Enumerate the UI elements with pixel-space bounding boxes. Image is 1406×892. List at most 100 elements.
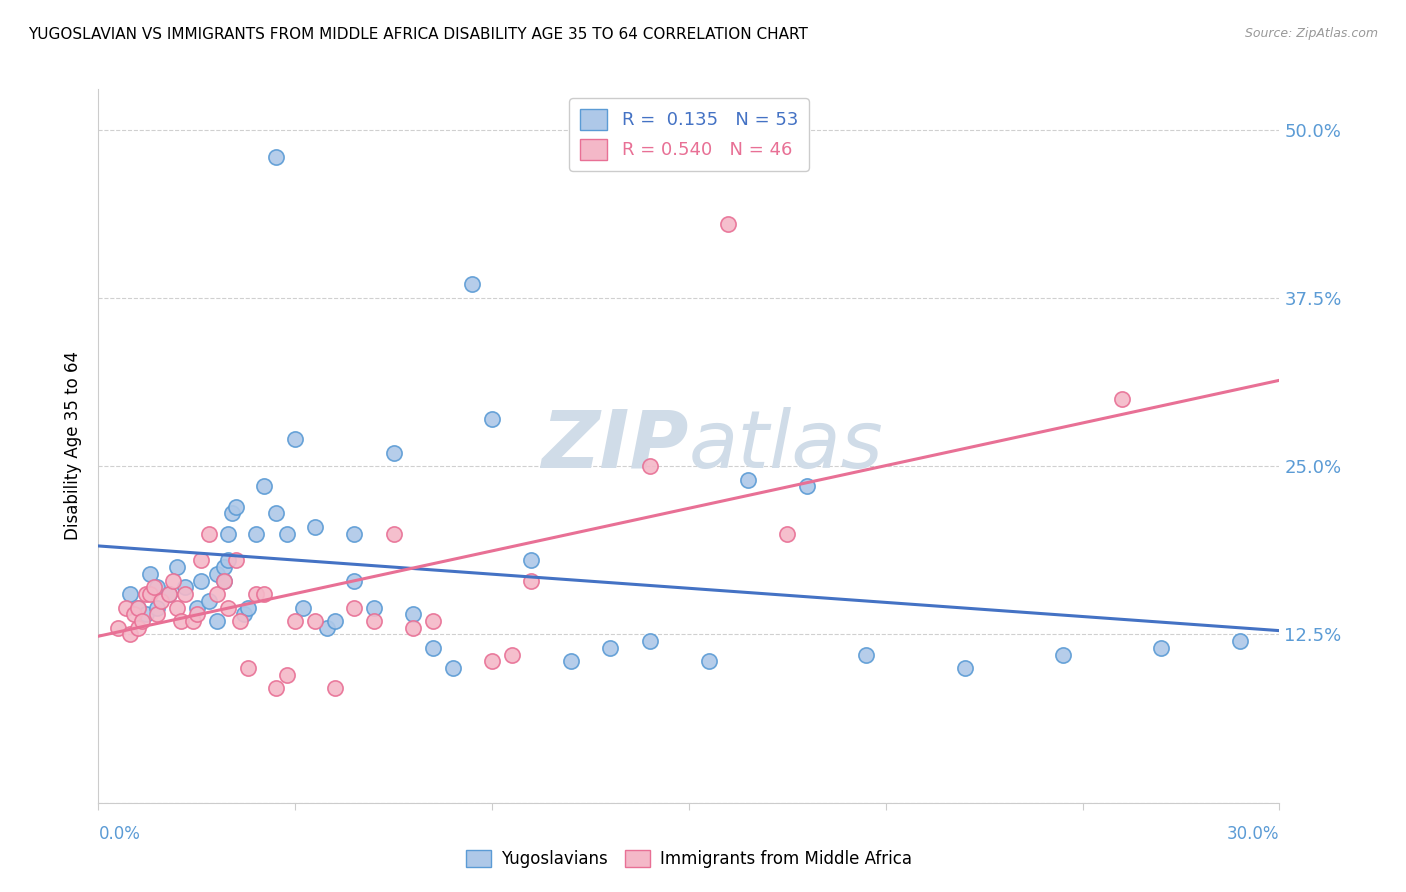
Point [245,526,267,541]
Point [245,587,267,601]
Point [481,412,503,426]
Y-axis label: Disability Age 35 to 64: Disability Age 35 to 64 [65,351,83,541]
Point [953,661,976,675]
Point [638,634,661,648]
Point [1150,640,1173,655]
Text: ZIP: ZIP [541,407,689,485]
Point [855,648,877,662]
Point [253,479,276,493]
Point [481,655,503,669]
Text: 0.0%: 0.0% [98,825,141,843]
Point [236,600,259,615]
Point [138,566,160,581]
Point [284,614,307,628]
Point [501,648,523,662]
Point [197,594,219,608]
Point [162,574,184,588]
Point [122,607,145,622]
Point [717,217,740,231]
Point [225,500,247,514]
Point [217,600,239,615]
Point [170,614,193,628]
Point [422,614,444,628]
Point [796,479,818,493]
Point [157,587,180,601]
Text: YUGOSLAVIAN VS IMMIGRANTS FROM MIDDLE AFRICA DISABILITY AGE 35 TO 64 CORRELATION: YUGOSLAVIAN VS IMMIGRANTS FROM MIDDLE AF… [28,27,808,42]
Point [276,668,298,682]
Point [560,655,582,669]
Point [142,580,165,594]
Point [127,600,149,615]
Text: Source: ZipAtlas.com: Source: ZipAtlas.com [1244,27,1378,40]
Point [343,574,366,588]
Point [205,587,228,601]
Point [304,520,326,534]
Point [214,574,236,588]
Point [174,587,197,601]
Point [146,607,169,622]
Point [264,681,287,696]
Legend: Yugoslavians, Immigrants from Middle Africa: Yugoslavians, Immigrants from Middle Afr… [460,843,918,875]
Point [599,640,621,655]
Point [382,446,405,460]
Point [190,553,212,567]
Point [205,614,228,628]
Point [461,277,484,292]
Point [382,526,405,541]
Point [146,600,169,615]
Point [276,526,298,541]
Point [146,580,169,594]
Point [402,621,425,635]
Point [363,600,385,615]
Point [520,553,543,567]
Point [343,600,366,615]
Point [233,607,256,622]
Point [174,580,197,594]
Point [166,600,188,615]
Point [115,600,138,615]
Text: 30.0%: 30.0% [1227,825,1279,843]
Point [776,526,799,541]
Point [131,614,153,628]
Point [214,560,236,574]
Point [1229,634,1251,648]
Point [197,526,219,541]
Point [217,553,239,567]
Point [1052,648,1074,662]
Point [315,621,337,635]
Point [166,560,188,574]
Point [284,432,307,446]
Point [127,600,149,615]
Point [1111,392,1133,406]
Point [135,607,157,622]
Point [229,614,252,628]
Point [221,506,243,520]
Text: atlas: atlas [689,407,884,485]
Point [157,587,180,601]
Point [737,473,759,487]
Point [135,587,157,601]
Point [441,661,464,675]
Point [638,459,661,474]
Point [304,614,326,628]
Point [150,594,173,608]
Point [697,655,720,669]
Point [217,526,239,541]
Point [225,553,247,567]
Point [186,600,208,615]
Point [214,574,236,588]
Point [422,640,444,655]
Point [292,600,315,615]
Point [127,621,149,635]
Point [107,621,129,635]
Point [264,506,287,520]
Point [402,607,425,622]
Point [264,149,287,163]
Point [323,681,346,696]
Point [118,627,141,641]
Legend: R =  0.135   N = 53, R = 0.540   N = 46: R = 0.135 N = 53, R = 0.540 N = 46 [569,98,808,170]
Point [186,607,208,622]
Point [253,587,276,601]
Point [343,526,366,541]
Point [363,614,385,628]
